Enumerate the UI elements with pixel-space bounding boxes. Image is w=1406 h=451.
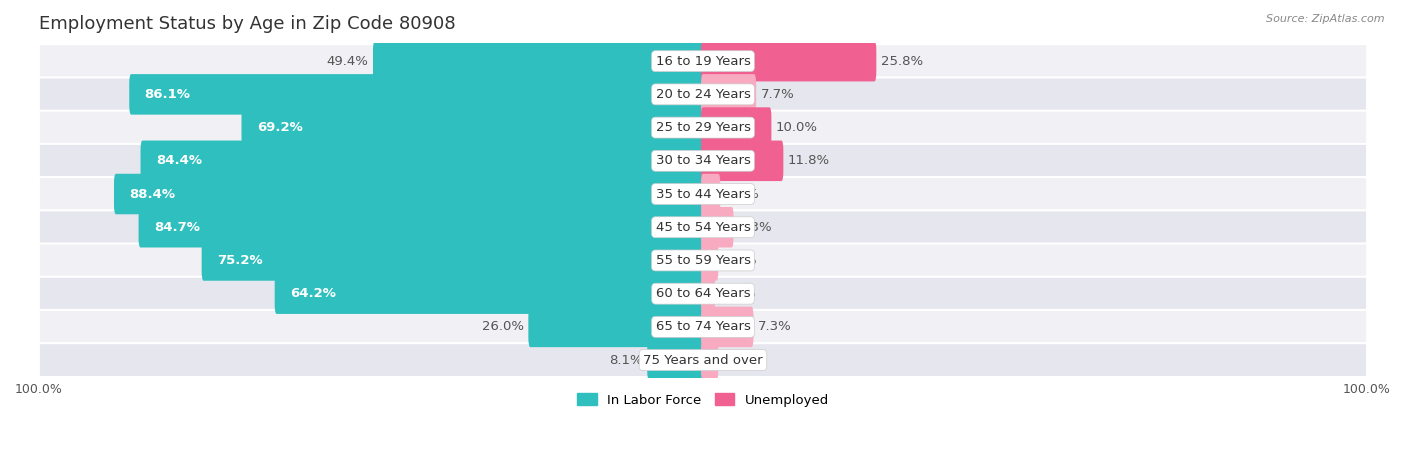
Text: 7.3%: 7.3% (758, 320, 792, 333)
FancyBboxPatch shape (39, 277, 1367, 311)
FancyBboxPatch shape (39, 44, 1367, 78)
Text: 84.7%: 84.7% (153, 221, 200, 234)
FancyBboxPatch shape (702, 74, 756, 115)
Text: 75 Years and over: 75 Years and over (643, 354, 763, 367)
FancyBboxPatch shape (39, 144, 1367, 178)
Text: 1.5%: 1.5% (723, 287, 756, 300)
Text: 75.2%: 75.2% (217, 254, 263, 267)
FancyBboxPatch shape (702, 41, 876, 82)
FancyBboxPatch shape (373, 41, 704, 82)
FancyBboxPatch shape (39, 110, 1367, 144)
Text: 86.1%: 86.1% (145, 88, 190, 101)
FancyBboxPatch shape (39, 244, 1367, 277)
FancyBboxPatch shape (702, 307, 754, 347)
Text: 8.1%: 8.1% (609, 354, 643, 367)
Text: 88.4%: 88.4% (129, 188, 176, 201)
Text: 16 to 19 Years: 16 to 19 Years (655, 55, 751, 68)
FancyBboxPatch shape (39, 310, 1367, 344)
Text: 25.8%: 25.8% (882, 55, 924, 68)
Text: 60 to 64 Years: 60 to 64 Years (655, 287, 751, 300)
Legend: In Labor Force, Unemployed: In Labor Force, Unemployed (571, 388, 835, 412)
FancyBboxPatch shape (529, 307, 704, 347)
Text: 25 to 29 Years: 25 to 29 Years (655, 121, 751, 134)
FancyBboxPatch shape (201, 240, 704, 281)
Text: 55 to 59 Years: 55 to 59 Years (655, 254, 751, 267)
FancyBboxPatch shape (39, 177, 1367, 211)
FancyBboxPatch shape (702, 340, 718, 380)
FancyBboxPatch shape (39, 210, 1367, 244)
Text: 69.2%: 69.2% (257, 121, 302, 134)
Text: Employment Status by Age in Zip Code 80908: Employment Status by Age in Zip Code 809… (39, 15, 456, 33)
Text: 20 to 24 Years: 20 to 24 Years (655, 88, 751, 101)
Text: 49.4%: 49.4% (326, 55, 368, 68)
Text: 11.8%: 11.8% (787, 154, 830, 167)
Text: 64.2%: 64.2% (290, 287, 336, 300)
Text: 35 to 44 Years: 35 to 44 Years (655, 188, 751, 201)
FancyBboxPatch shape (139, 207, 704, 248)
FancyBboxPatch shape (647, 340, 704, 380)
FancyBboxPatch shape (141, 141, 704, 181)
Text: 4.3%: 4.3% (738, 221, 772, 234)
Text: 0.0%: 0.0% (723, 254, 756, 267)
Text: Source: ZipAtlas.com: Source: ZipAtlas.com (1267, 14, 1385, 23)
FancyBboxPatch shape (702, 207, 734, 248)
Text: 65 to 74 Years: 65 to 74 Years (655, 320, 751, 333)
FancyBboxPatch shape (702, 141, 783, 181)
Text: 30 to 34 Years: 30 to 34 Years (655, 154, 751, 167)
FancyBboxPatch shape (39, 78, 1367, 111)
FancyBboxPatch shape (114, 174, 704, 214)
Text: 2.3%: 2.3% (725, 188, 759, 201)
Text: 45 to 54 Years: 45 to 54 Years (655, 221, 751, 234)
FancyBboxPatch shape (702, 174, 720, 214)
Text: 26.0%: 26.0% (482, 320, 523, 333)
FancyBboxPatch shape (274, 273, 704, 314)
FancyBboxPatch shape (702, 240, 718, 281)
Text: 0.0%: 0.0% (723, 354, 756, 367)
FancyBboxPatch shape (702, 107, 772, 148)
FancyBboxPatch shape (39, 343, 1367, 377)
Text: 84.4%: 84.4% (156, 154, 202, 167)
FancyBboxPatch shape (242, 107, 704, 148)
Text: 7.7%: 7.7% (761, 88, 794, 101)
FancyBboxPatch shape (129, 74, 704, 115)
Text: 10.0%: 10.0% (776, 121, 818, 134)
FancyBboxPatch shape (702, 273, 716, 314)
